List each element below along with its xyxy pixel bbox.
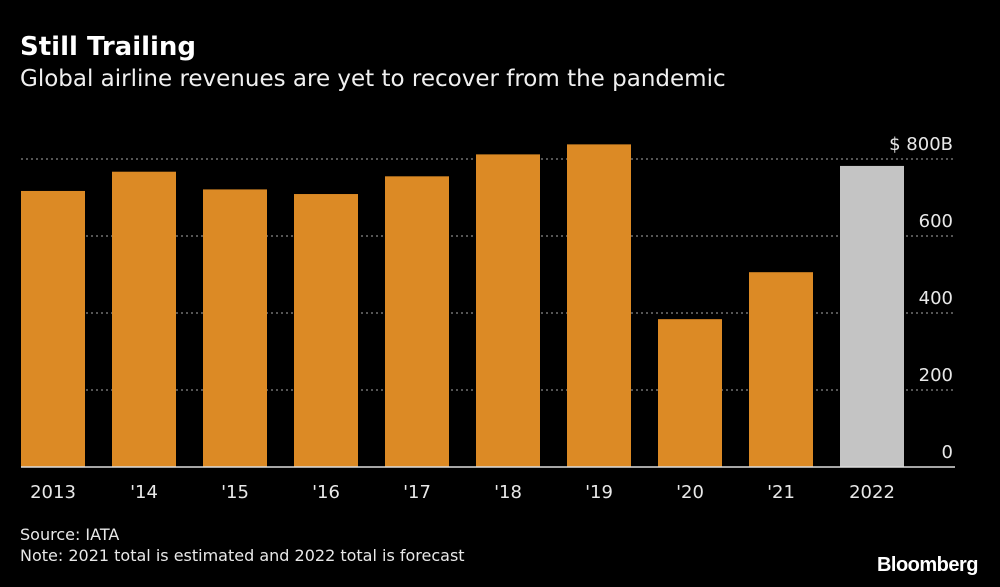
bar-2022 — [840, 165, 904, 467]
x-tick-label: '20 — [676, 482, 704, 503]
bar-17 — [385, 176, 449, 467]
chart-title: Still Trailing — [20, 32, 197, 62]
x-tick-label: '14 — [130, 482, 158, 503]
bar-21 — [749, 272, 813, 467]
bar-14 — [112, 171, 176, 467]
y-tick-label: 200 — [919, 365, 953, 386]
source-note: Source: IATA — [20, 525, 120, 544]
bar-19 — [567, 144, 631, 467]
bar-15 — [203, 189, 267, 468]
chart-subtitle: Global airline revenues are yet to recov… — [20, 66, 726, 92]
x-tick-label: '18 — [494, 482, 522, 503]
bar-16 — [294, 194, 358, 467]
bloomberg-logo: Bloomberg — [876, 554, 979, 576]
y-tick-label: 0 — [942, 442, 953, 463]
bar-18 — [476, 154, 540, 467]
x-tick-label: 2013 — [30, 482, 76, 503]
y-tick-label: 600 — [919, 211, 953, 232]
bar-2013 — [21, 190, 85, 467]
footnote: Note: 2021 total is estimated and 2022 t… — [20, 546, 465, 565]
x-tick-label: '19 — [585, 482, 613, 503]
y-tick-label: $ 800B — [889, 134, 953, 155]
x-tick-label: 2022 — [849, 482, 895, 503]
x-tick-label: '17 — [403, 482, 431, 503]
y-tick-label: 400 — [919, 288, 953, 309]
x-tick-label: '16 — [312, 482, 340, 503]
bar-20 — [658, 319, 722, 467]
x-tick-label: '15 — [221, 482, 249, 503]
x-tick-label: '21 — [767, 482, 795, 503]
